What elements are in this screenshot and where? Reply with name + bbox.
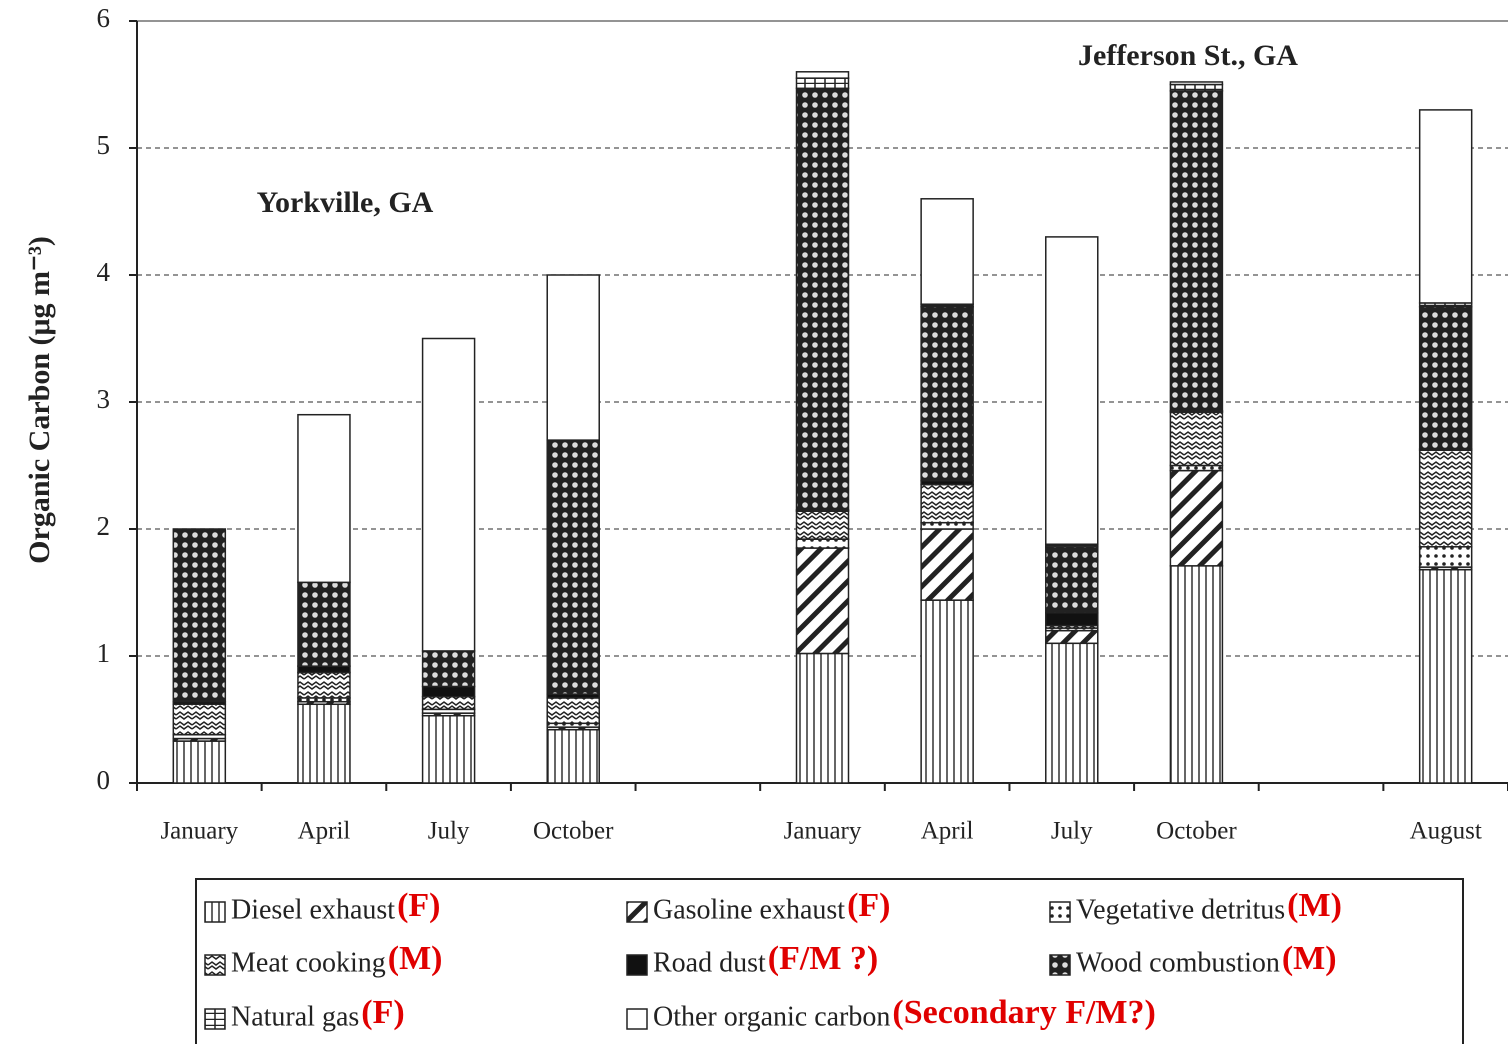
legend-tag: (F) [361, 994, 404, 1031]
bar-segment [795, 87, 850, 511]
x-tick-label: January [784, 818, 862, 845]
bar-segment [795, 538, 850, 549]
legend-label: Natural gas [231, 1001, 359, 1032]
x-tick-label: January [160, 818, 238, 845]
bar-segment [1169, 83, 1224, 92]
x-tick-label: April [298, 818, 351, 845]
legend-label: Diesel exhaust [231, 894, 395, 925]
bar-segment [297, 671, 351, 699]
bar-segment [1045, 612, 1099, 627]
legend-label: Wood combustion [1076, 947, 1280, 978]
legend-swatch [626, 954, 648, 976]
bar-segment [1418, 109, 1473, 304]
bar-segment [1045, 236, 1099, 545]
y-tick-label: 4 [97, 257, 111, 287]
legend-label: Gasoline exhaust [653, 894, 845, 925]
legend-swatch [204, 901, 226, 923]
bar-segment [795, 510, 850, 540]
bar-segment [1418, 568, 1473, 784]
x-tick-label: August [1410, 818, 1482, 845]
bar-segment [1045, 546, 1099, 614]
bar-segment [1418, 546, 1473, 568]
legend-box [195, 878, 1464, 1044]
bar-segment [546, 697, 600, 725]
bar-segment [1169, 464, 1224, 472]
legend-tag: (M) [1282, 940, 1337, 977]
y-tick-label: 2 [97, 511, 111, 541]
bar-segment [795, 71, 850, 79]
x-tick-label: July [428, 818, 470, 845]
legend-label: Road dust [653, 947, 766, 978]
x-tick-label: April [921, 818, 974, 845]
legend-swatch [626, 901, 648, 923]
y-tick-label: 5 [97, 130, 111, 160]
bar-segment [421, 695, 476, 711]
bar-segment [1169, 81, 1224, 86]
bar-segment [795, 652, 850, 784]
legend-label: Vegetative detritus [1076, 894, 1285, 925]
annotation: Yorkville, GA [257, 186, 434, 219]
bar-segment [920, 528, 974, 601]
bar-segment [546, 439, 600, 695]
legend-swatch [1049, 901, 1071, 923]
y-tick-label: 3 [97, 384, 111, 414]
bar-segment [920, 198, 974, 305]
bar-segment [421, 650, 476, 688]
bar-segment [297, 665, 351, 674]
legend-swatch [204, 1008, 226, 1030]
legend-tag: (Secondary F/M?) [892, 994, 1155, 1031]
legend-tag: (M) [1287, 887, 1342, 924]
legend-tag: (F) [397, 887, 440, 924]
bar-segment [297, 581, 351, 667]
legend-swatch [204, 954, 226, 976]
bar-segment [546, 274, 600, 441]
bar-segment [297, 413, 351, 584]
legend-tag: (F/M ?) [768, 940, 878, 977]
bar-segment [546, 728, 600, 784]
bar-segment [1169, 565, 1224, 784]
bar-segment [1418, 449, 1473, 548]
bar-segment [920, 306, 974, 482]
bar-segment [1169, 469, 1224, 567]
x-tick-label: October [533, 818, 614, 845]
bar-segment [1169, 411, 1224, 467]
bar-segment [172, 703, 227, 736]
bar-segment [920, 599, 974, 784]
legend-swatch [1049, 954, 1071, 976]
legend-label: Other organic carbon [653, 1001, 890, 1032]
legend-tag: (M) [388, 940, 443, 977]
legend-tag: (F) [847, 887, 890, 924]
legend-swatch [626, 1008, 648, 1030]
bar-segment [421, 337, 476, 652]
bar-segment [421, 714, 476, 784]
legend-label: Meat cooking [231, 947, 386, 978]
bar-segment [920, 521, 974, 530]
y-tick-label: 1 [97, 638, 111, 668]
bar-segment [795, 77, 850, 90]
annotation: Jefferson St., GA [1078, 39, 1298, 72]
bar-segment [795, 547, 850, 655]
bar-segment [172, 740, 227, 784]
x-tick-label: October [1156, 818, 1237, 845]
bar-segment [1418, 306, 1473, 450]
y-axis-title: Organic Carbon (μg m⁻³) [23, 236, 56, 564]
bar-segment [1045, 629, 1099, 645]
y-tick-label: 0 [97, 765, 111, 795]
x-tick-label: July [1051, 818, 1093, 845]
bar-segment [297, 703, 351, 784]
bar-segment [1169, 90, 1224, 412]
bar-segment [1045, 642, 1099, 784]
bar-segment [421, 685, 476, 698]
y-tick-label: 6 [97, 3, 111, 33]
bar-segment [920, 483, 974, 524]
bar-segment [172, 528, 227, 703]
